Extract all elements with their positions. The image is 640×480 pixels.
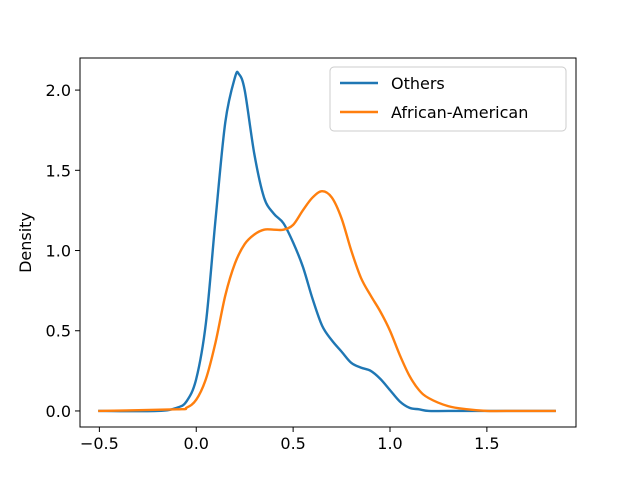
y-tick-label: 1.0 <box>46 242 71 261</box>
y-axis: 0.0 0.5 1.0 1.5 2.0 <box>46 81 80 421</box>
y-tick-label: 2.0 <box>46 81 71 100</box>
series-line-0 <box>98 70 556 413</box>
x-tick-label: −0.5 <box>80 434 119 453</box>
y-tick-label: 0.5 <box>46 322 71 341</box>
legend-box <box>329 66 567 132</box>
y-axis-label: Density <box>16 212 35 273</box>
y-tick-label: 1.5 <box>46 161 71 180</box>
legend-label-1: African-American <box>391 103 528 122</box>
series-line-1 <box>98 189 556 413</box>
x-tick-label: 1.0 <box>377 434 402 453</box>
legend-label-0: Others <box>391 74 445 93</box>
legend: Others African-American <box>329 66 567 132</box>
x-tick-label: 0.0 <box>184 434 209 453</box>
series-layer <box>98 70 556 413</box>
x-axis: −0.5 0.0 0.5 1.0 1.5 <box>80 427 500 453</box>
plot-frame <box>79 57 577 428</box>
x-tick-label: 1.5 <box>474 434 499 453</box>
y-tick-label: 0.0 <box>46 402 71 421</box>
x-tick-label: 0.5 <box>280 434 305 453</box>
